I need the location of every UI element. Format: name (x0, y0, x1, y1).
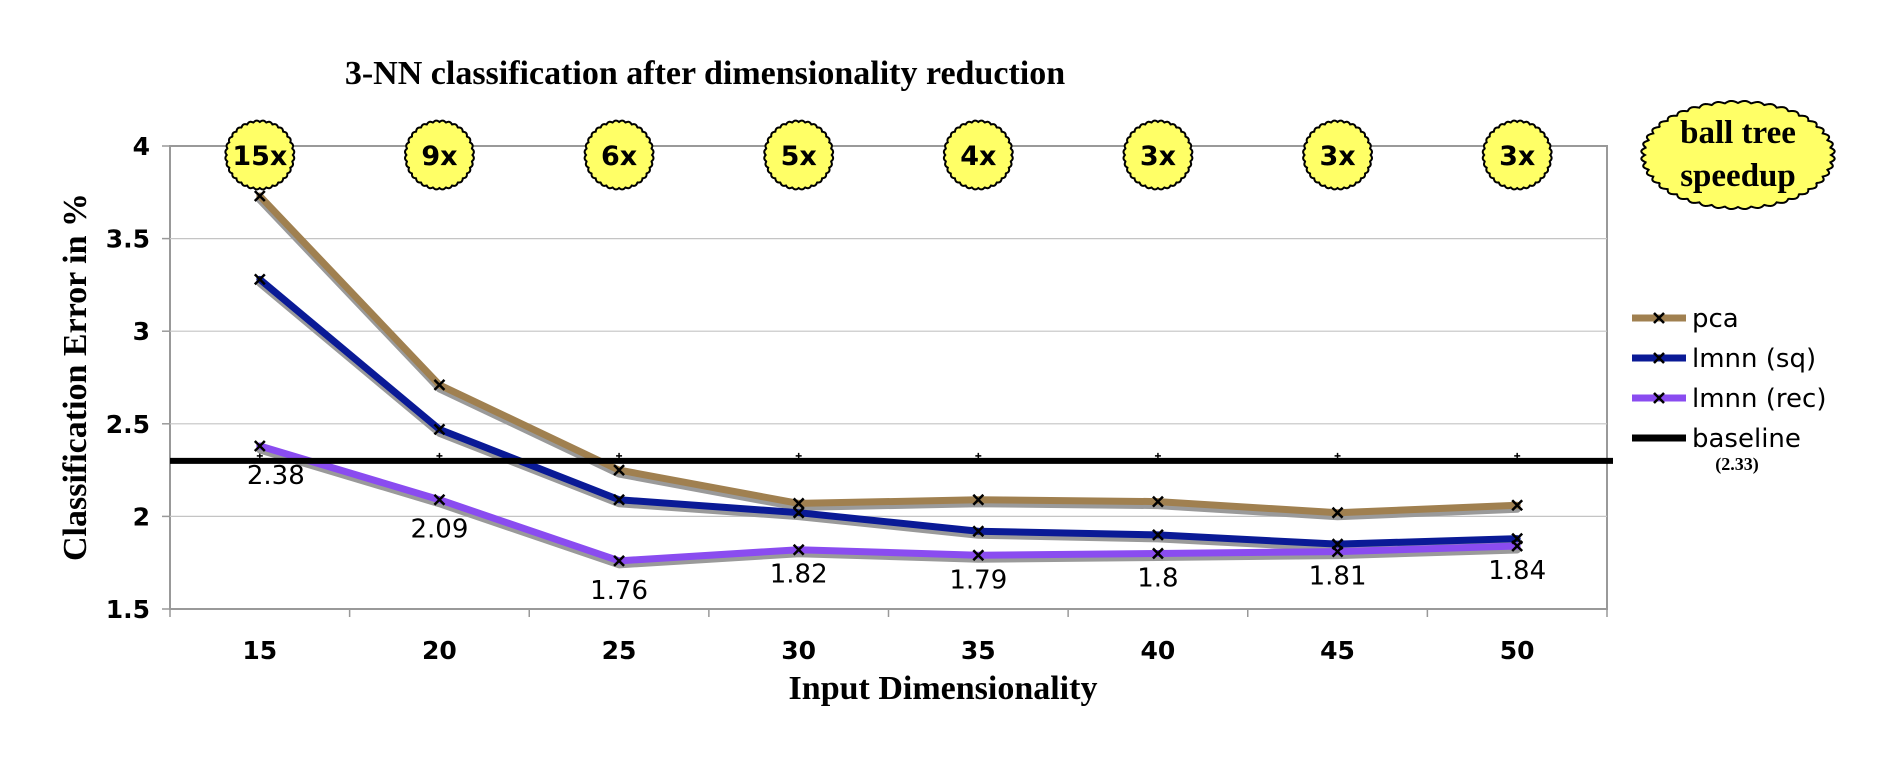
series-point (1331, 506, 1344, 519)
y-tick-label: 2 (133, 502, 150, 531)
series-point (1152, 547, 1164, 560)
rec-value-label: 1.84 (1488, 556, 1546, 586)
rec-value-label: 1.81 (1309, 562, 1367, 592)
legend-label: lmnn (rec) (1692, 384, 1826, 414)
series-point (1511, 499, 1524, 512)
series-point (253, 190, 266, 202)
x-tick-label: 30 (781, 636, 816, 665)
x-tick-labels: 15 20 25 30 35 40 45 50 (242, 636, 1534, 665)
speedup-badge (1481, 119, 1553, 191)
x-tick-label: 25 (602, 636, 637, 665)
series-line-lmnn-rec- (256, 442, 1521, 565)
series-shadow-2 (256, 446, 1521, 569)
series-line-pca (256, 192, 1521, 517)
series-point (792, 506, 805, 519)
series-point (613, 493, 625, 506)
series-markers (253, 190, 1524, 567)
y-tick-label: 3 (133, 317, 150, 346)
series-point (972, 549, 985, 562)
speedup-badges: 15x 9x 6x 5x 4x 3x 3x 3x ball tree speedup (224, 99, 1836, 211)
speedup-value: 3x (1499, 141, 1535, 172)
series-point (433, 379, 446, 391)
series-point (792, 497, 805, 510)
series-point (433, 423, 446, 436)
x-tick-label: 15 (242, 636, 277, 665)
speedup-badge (1302, 119, 1373, 191)
rec-value-label: 1.8 (1137, 563, 1178, 593)
speedup-value: 3x (1140, 141, 1176, 172)
x-tick-label: 20 (422, 636, 457, 665)
legend-marker (1653, 392, 1665, 404)
legend-marker (1653, 352, 1665, 364)
speedup-title-badge (1640, 99, 1836, 211)
series-shadow-0 (256, 196, 1521, 521)
series-shadow-1 (256, 279, 1521, 552)
speedup-badge (404, 119, 475, 191)
chart-title: 3-NN classification after dimensionality… (345, 55, 1065, 92)
series-line-lmnn-sq- (256, 275, 1521, 548)
y-tick-label: 1.5 (106, 595, 150, 624)
series-point (972, 525, 985, 538)
lmnn-rec-value-labels: 2.38 2.09 1.76 1.82 1.79 1.8 1.81 1.84 (247, 461, 1546, 606)
x-tick-label: 35 (961, 636, 996, 665)
x-tick-label: 40 (1141, 636, 1176, 665)
speedup-badge (1122, 119, 1194, 191)
series-point (433, 493, 446, 506)
series-point (253, 440, 266, 452)
series-point (972, 493, 985, 506)
baseline-note: (2.33) (1715, 454, 1759, 475)
y-tick-label: 2.5 (106, 410, 150, 439)
rec-value-label: 1.79 (949, 565, 1007, 595)
speedup-value: 4x (960, 141, 996, 172)
speedup-badge (583, 119, 655, 191)
x-tick-label: 50 (1500, 636, 1535, 665)
rec-value-label: 1.76 (590, 576, 648, 606)
y-tick-label: 3.5 (106, 225, 150, 254)
y-tick-label: 4 (133, 132, 150, 161)
series-point (1511, 540, 1524, 552)
series-point (1152, 529, 1164, 541)
series-point (613, 554, 625, 567)
series-point (1331, 545, 1344, 558)
x-axis-label: Input Dimensionality (789, 670, 1098, 707)
legend-label: lmnn (sq) (1692, 344, 1816, 374)
speedup-value: 6x (601, 141, 637, 172)
rec-value-label: 1.82 (770, 560, 828, 590)
plot-area (169, 145, 1608, 610)
legend: pca lmnn (sq) lmnn (rec) baseline(2.33) (1632, 304, 1826, 475)
speedup-value: 5x (781, 141, 817, 172)
rec-value-label: 2.09 (410, 515, 468, 545)
series-point (613, 464, 625, 476)
series-point (253, 273, 266, 286)
speedup-value: 15x (232, 141, 287, 172)
baseline-markers (256, 452, 1521, 459)
speedup-title-line2: speedup (1680, 158, 1796, 194)
legend-label: baseline (1692, 424, 1801, 454)
x-tick-label: 45 (1320, 636, 1355, 665)
speedup-badge (942, 119, 1014, 191)
speedup-badge (224, 119, 296, 191)
speedup-badge (763, 119, 835, 191)
series-point (1152, 495, 1164, 508)
legend-label: pca (1692, 304, 1739, 334)
series-lines (256, 192, 1521, 569)
y-tick-labels: 1.5 2 2.5 3 3.5 4 (106, 132, 150, 624)
series-point (792, 543, 805, 556)
speedup-value: 9x (421, 141, 457, 172)
speedup-title-line1: ball tree (1680, 115, 1796, 151)
legend-marker (1653, 312, 1665, 324)
rec-value-label: 2.38 (247, 461, 305, 491)
y-axis-label: Classification Error in % (57, 193, 94, 561)
speedup-value: 3x (1319, 141, 1355, 172)
